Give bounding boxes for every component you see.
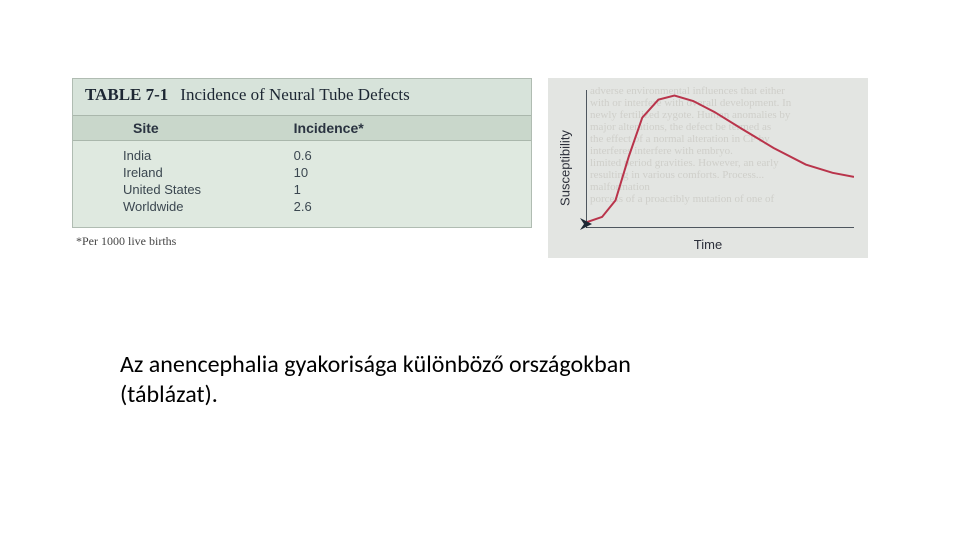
table-row: Worldwide 2.6 (73, 198, 531, 215)
table-row: Ireland 10 (73, 164, 531, 181)
x-arrow-icon (580, 218, 592, 230)
caption-line-2: (táblázat). (120, 380, 218, 409)
chart-panel: adverse environmental influences that ei… (548, 78, 868, 258)
table-row: India 0.6 (73, 147, 531, 164)
cell-site: India (73, 148, 284, 163)
table-title: Incidence of Neural Tube Defects (180, 85, 409, 105)
table-panel: TABLE 7-1 Incidence of Neural Tube Defec… (72, 78, 532, 249)
table-footnote: *Per 1000 live births (72, 228, 532, 249)
y-axis-label: Susceptibility (558, 130, 573, 206)
column-header-incidence: Incidence* (284, 120, 531, 136)
caption-line-1: Az anencephalia gyakorisága különböző or… (120, 350, 631, 379)
content-row: TABLE 7-1 Incidence of Neural Tube Defec… (0, 0, 960, 258)
table-label: TABLE 7-1 (85, 85, 168, 105)
table-body: India 0.6 Ireland 10 United States 1 Wor… (73, 141, 531, 227)
table-box: TABLE 7-1 Incidence of Neural Tube Defec… (72, 78, 532, 228)
cell-incidence: 10 (284, 165, 531, 180)
cell-incidence: 0.6 (284, 148, 531, 163)
cell-incidence: 1 (284, 182, 531, 197)
table-title-bar: TABLE 7-1 Incidence of Neural Tube Defec… (73, 79, 531, 115)
cell-site: Ireland (73, 165, 284, 180)
cell-site: United States (73, 182, 284, 197)
y-axis-label-wrap: Susceptibility (554, 78, 576, 258)
cell-incidence: 2.6 (284, 199, 531, 214)
cell-site: Worldwide (73, 199, 284, 214)
chart-svg (586, 90, 854, 228)
susceptibility-curve (586, 96, 854, 223)
table-row: United States 1 (73, 181, 531, 198)
plot-area (586, 90, 854, 228)
caption: Az anencephalia gyakorisága különböző or… (120, 350, 840, 410)
x-axis-label: Time (548, 237, 868, 252)
table-header-row: Site Incidence* (73, 115, 531, 141)
column-header-site: Site (73, 120, 284, 136)
